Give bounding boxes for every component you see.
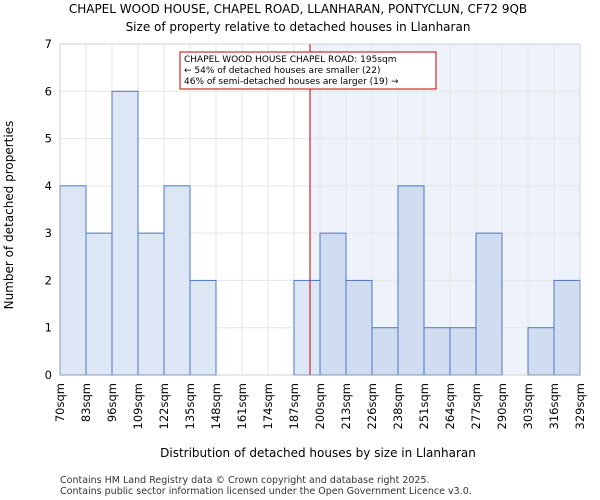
annotation-line-2: ← 54% of detached houses are smaller (22… [184, 66, 381, 76]
y-tick-label: 2 [45, 273, 52, 287]
histogram-bar [137, 232, 165, 376]
y-tick-label: 4 [45, 179, 52, 193]
x-tick-label: 174sqm [261, 383, 275, 429]
chart-title: CHAPEL WOOD HOUSE, CHAPEL ROAD, LLANHARA… [69, 2, 527, 16]
x-tick-label: 213sqm [339, 383, 353, 429]
histogram-bar [85, 232, 113, 376]
x-tick-label: 70sqm [53, 383, 67, 422]
x-tick-label: 122sqm [157, 383, 171, 429]
x-tick-label: 316sqm [547, 383, 561, 429]
histogram-bar [163, 185, 191, 376]
histogram-bar [423, 327, 451, 376]
x-tick-label: 96sqm [105, 383, 119, 422]
x-tick-label: 187sqm [287, 383, 301, 429]
y-tick-label: 7 [45, 37, 52, 51]
x-tick-label: 290sqm [495, 383, 509, 429]
x-tick-label: 83sqm [79, 383, 93, 422]
y-tick-label: 1 [45, 321, 52, 335]
histogram-bar [189, 279, 217, 376]
plot-frame [59, 43, 581, 376]
x-axis-label: Distribution of detached houses by size … [160, 446, 476, 460]
histogram-bar [475, 232, 503, 376]
histogram-bar [449, 327, 477, 376]
x-tick-label: 135sqm [183, 383, 197, 429]
x-tick-label: 277sqm [469, 383, 483, 429]
annotation-line-3: 46% of semi-detached houses are larger (… [184, 77, 399, 87]
y-axis-label: Number of detached properties [2, 121, 16, 310]
x-tick-label: 238sqm [391, 383, 405, 429]
annotation-box: CHAPEL WOOD HOUSE CHAPEL ROAD: 195sqm ← … [179, 51, 437, 90]
histogram-bar [293, 279, 321, 376]
footer-line-1: Contains HM Land Registry data © Crown c… [60, 475, 430, 486]
x-tick-label: 161sqm [235, 383, 249, 429]
y-tick-label: 0 [45, 368, 52, 382]
histogram-bar [59, 185, 87, 376]
histogram-bar [319, 232, 347, 376]
x-tick-label: 200sqm [313, 383, 327, 429]
x-tick-label: 264sqm [443, 383, 457, 429]
x-tick-label: 303sqm [521, 383, 535, 429]
histogram-bar [553, 279, 581, 376]
histogram-bar [527, 327, 555, 376]
x-tick-label: 329sqm [573, 383, 587, 429]
chart-subtitle: Size of property relative to detached ho… [126, 20, 471, 34]
histogram-bar [371, 327, 399, 376]
footer-line-2: Contains public sector information licen… [60, 486, 472, 497]
histogram-bar [345, 279, 373, 376]
x-tick-label: 148sqm [209, 383, 223, 429]
annotation-line-1: CHAPEL WOOD HOUSE CHAPEL ROAD: 195sqm [184, 55, 396, 65]
x-tick-label: 226sqm [365, 383, 379, 429]
x-tick-label: 251sqm [417, 383, 431, 429]
histogram-bar [111, 90, 139, 376]
y-tick-label: 6 [45, 84, 52, 98]
x-tick-label: 109sqm [131, 383, 145, 429]
histogram-bar [397, 185, 425, 376]
y-tick-label: 3 [45, 226, 52, 240]
y-tick-label: 5 [45, 132, 52, 146]
